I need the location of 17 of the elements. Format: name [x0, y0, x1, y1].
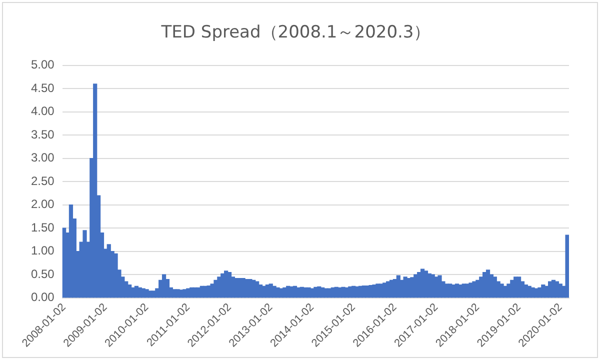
- bar: [438, 275, 442, 298]
- y-tick-label: 0.50: [30, 266, 55, 281]
- bar: [165, 278, 170, 298]
- bar: [565, 234, 569, 298]
- y-tick-label: 4.00: [30, 104, 55, 118]
- y-tick-label: 3.00: [30, 150, 55, 165]
- y-tick-label: 2.50: [30, 174, 55, 188]
- y-tick-label: 4.50: [30, 80, 55, 95]
- bar: [93, 84, 98, 298]
- chart-title: TED Spread（2008.1～2020.3）: [160, 22, 431, 43]
- y-tick-label: 2.00: [30, 197, 55, 212]
- y-tick-label: 1.50: [30, 220, 55, 234]
- y-tick-label: 5.00: [30, 58, 55, 72]
- y-tick-label: 3.50: [30, 127, 55, 142]
- bar: [114, 253, 118, 298]
- y-tick-label: 1.00: [30, 244, 55, 258]
- y-tick-label: 0.00: [30, 290, 55, 304]
